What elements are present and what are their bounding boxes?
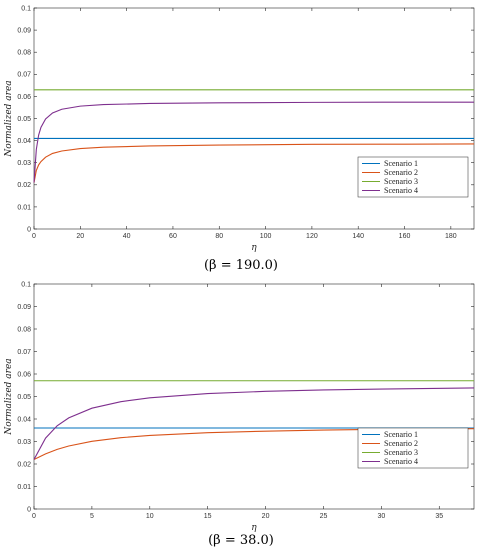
y-tick-label: 0.02 — [17, 182, 31, 189]
x-tick-label: 100 — [260, 233, 272, 240]
y-tick-label: 0.06 — [17, 371, 31, 378]
x-tick-label: 60 — [169, 233, 177, 240]
y-tick-label: 0.01 — [17, 484, 31, 491]
y-tick-label: 0.03 — [17, 160, 31, 167]
chart-caption: (β = 38.0) — [208, 533, 274, 548]
legend-entry: Scenario 2 — [384, 168, 418, 177]
chart-beta-190: 0 0.01 0.02 0.03 0.04 0.05 0.06 0.07 0.08 0.09 0.1… — [4, 5, 475, 273]
legend-entry: Scenario 3 — [384, 448, 418, 457]
y-tick-label: 0.08 — [17, 50, 31, 57]
x-tick-label: 20 — [262, 513, 270, 520]
y-tick-label: 0.03 — [17, 439, 31, 446]
x-tick-label: 0 — [32, 513, 36, 520]
y-tick-label: 0.01 — [17, 204, 31, 211]
y-tick-label: 0.07 — [17, 72, 31, 79]
plot-frame — [33, 283, 475, 510]
legend-entry: Scenario 4 — [384, 457, 418, 466]
x-tick-label: 160 — [399, 233, 411, 240]
chart-beta-38: 0 0.01 0.02 0.03 0.04 0.05 0.06 0.07 0.08 0.09 0.1… — [4, 281, 475, 548]
chart-caption: (β = 190.0) — [204, 258, 278, 273]
x-tick-label: 40 — [123, 233, 131, 240]
x-tick-label: 20 — [76, 233, 84, 240]
x-tick-label: 25 — [320, 513, 328, 520]
series-line-4 — [33, 101, 474, 183]
x-tick-label: 140 — [352, 233, 364, 240]
y-tick-label: 0.05 — [17, 394, 31, 401]
y-tick-label: 0.09 — [17, 304, 31, 311]
x-axis-label: η — [251, 523, 257, 533]
series-line-2 — [33, 428, 475, 460]
y-tick-label: 0.07 — [17, 349, 31, 356]
y-axis-label: Normalized area — [4, 358, 14, 435]
y-tick-label: 0.09 — [17, 28, 31, 35]
series-line-4 — [33, 387, 475, 460]
y-tick-label: 0.04 — [17, 416, 31, 423]
x-tick-label: 80 — [215, 233, 223, 240]
x-tick-label: 35 — [435, 513, 443, 520]
x-tick-label: 120 — [306, 233, 318, 240]
x-axis-label: η — [251, 243, 257, 253]
x-tick-label: 5 — [90, 513, 94, 520]
legend-entry: Scenario 2 — [384, 439, 418, 448]
y-tick-label: 0.06 — [17, 94, 31, 101]
x-tick-label: 15 — [204, 513, 212, 520]
x-tick-label: 30 — [377, 513, 385, 520]
y-tick-label: 0 — [27, 226, 31, 233]
y-tick-label: 0.04 — [17, 138, 31, 145]
series-line-2 — [33, 143, 475, 183]
y-tick-label: 0.1 — [21, 5, 31, 12]
y-tick-label: 0.1 — [21, 281, 31, 288]
y-tick-label: 0.02 — [17, 461, 31, 468]
x-tick-label: 0 — [32, 233, 36, 240]
y-tick-label: 0 — [27, 506, 31, 513]
x-tick-label: 180 — [445, 233, 457, 240]
legend-entry: Scenario 4 — [384, 186, 418, 195]
legend-entry: Scenario 3 — [384, 177, 418, 186]
y-tick-label: 0.08 — [17, 326, 31, 333]
x-tick-label: 10 — [146, 513, 154, 520]
legend-entry: Scenario 1 — [384, 159, 418, 168]
y-tick-label: 0.05 — [17, 116, 31, 123]
legend-entry: Scenario 1 — [384, 430, 418, 439]
y-axis-label: Normalized area — [4, 80, 14, 157]
